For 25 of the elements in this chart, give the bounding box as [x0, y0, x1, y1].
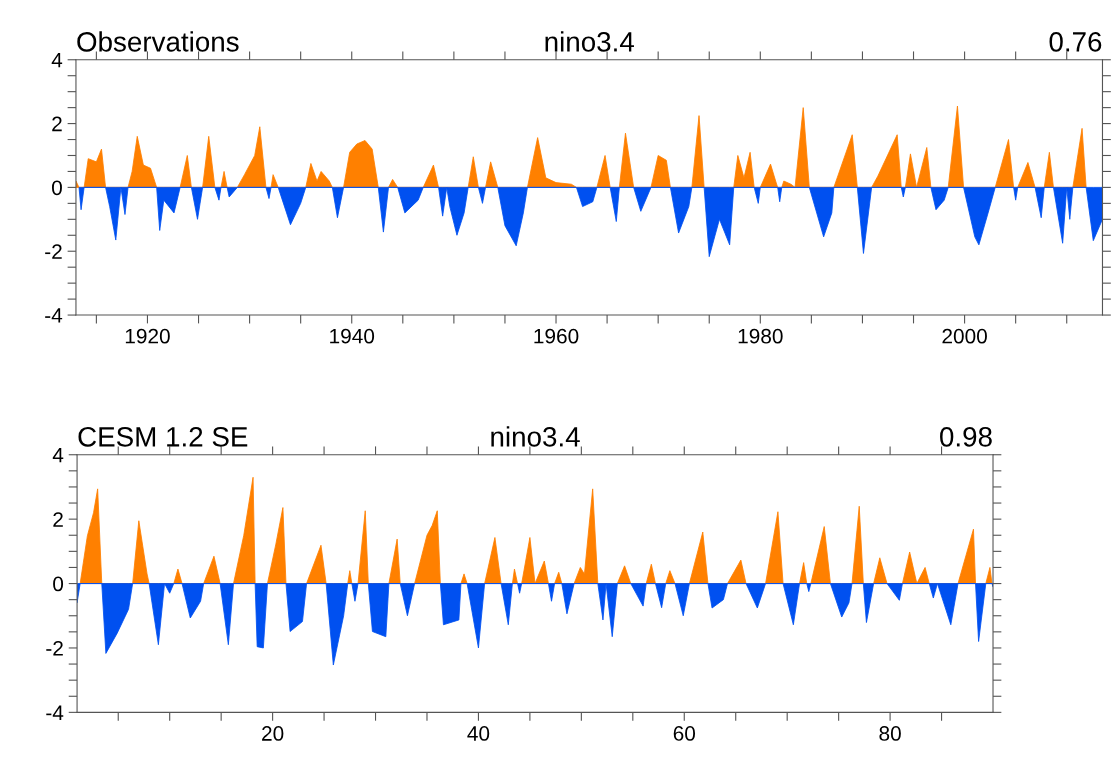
y-tick-label: 4 [51, 52, 63, 68]
y-tick-label: 4 [52, 447, 64, 463]
x-tick-label: 1980 [738, 328, 783, 344]
y-tick-label: 2 [53, 512, 63, 527]
text: 0.98 [940, 427, 992, 447]
text: CESM 1.2 SE [78, 427, 248, 447]
x-tick-label: 2000 [942, 328, 987, 344]
x-tick-label: 60 [673, 726, 696, 741]
y-tick-label: -2 [46, 640, 63, 656]
y-tick-label: -4 [46, 705, 64, 720]
x-tick-label: 1940 [330, 328, 375, 344]
y-tick-label: -2 [45, 244, 62, 259]
x-tick-label: 20 [262, 726, 284, 741]
chart-title: nino3.4 [491, 426, 580, 447]
x-tick-label: 80 [879, 726, 901, 741]
x-tick-label: 1960 [534, 328, 579, 344]
text: Observations [77, 31, 239, 52]
chart-title: nino3.4 [545, 31, 634, 52]
x-tick-label: 40 [467, 726, 490, 741]
text: 0.76 [1049, 32, 1102, 52]
y-tick-label: 2 [52, 116, 62, 132]
x-tick-label: 1920 [125, 328, 170, 344]
y-tick-label: -4 [45, 308, 63, 323]
y-tick-label: 0 [53, 576, 64, 592]
y-tick-label: 0 [51, 180, 62, 196]
